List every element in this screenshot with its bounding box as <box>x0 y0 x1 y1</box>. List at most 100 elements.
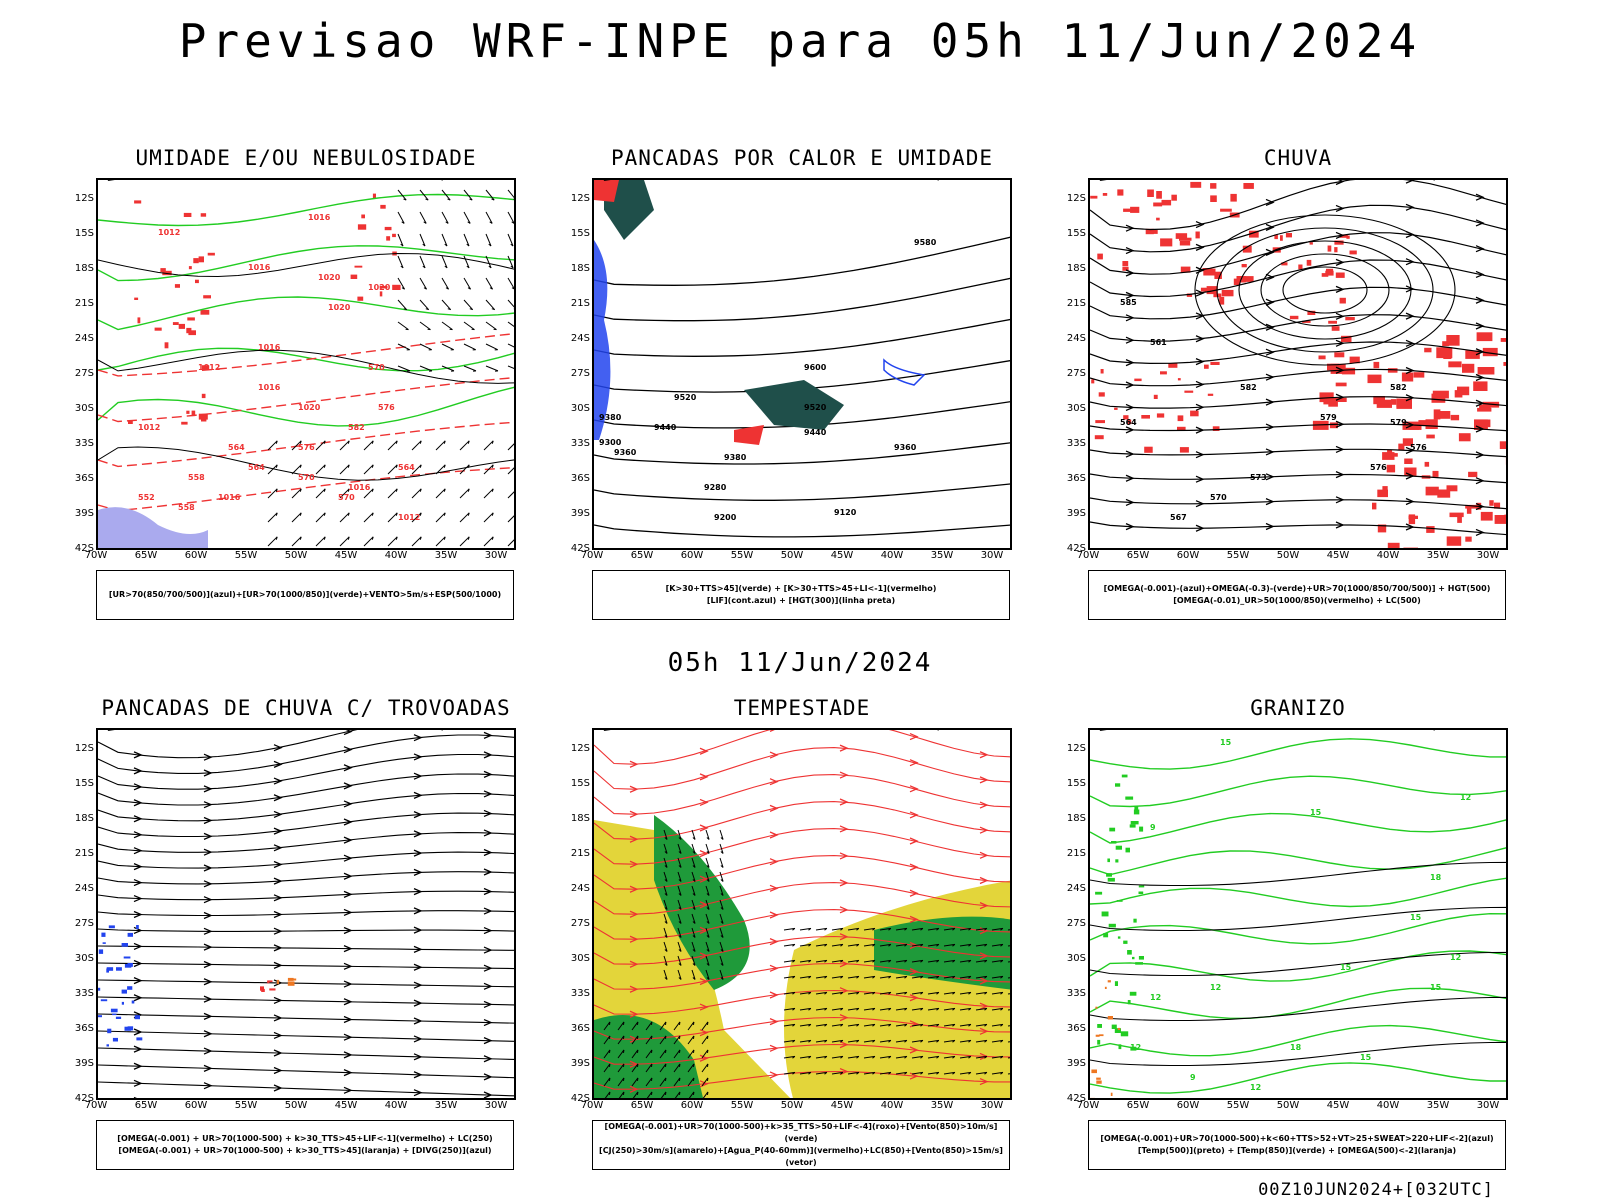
flow-arrow <box>909 994 919 1002</box>
panel-1-title: UMIDADE E/OU NEBULOSIDADE <box>135 146 477 170</box>
wind-vectors <box>663 829 724 980</box>
wind-vector <box>339 464 350 475</box>
field-patch <box>1220 208 1232 212</box>
field-patch <box>1446 536 1462 546</box>
wind-vector <box>507 515 514 523</box>
wind-vector <box>895 1071 907 1075</box>
flow-arrow <box>1125 314 1135 322</box>
wind-vector <box>895 927 907 931</box>
field-patch <box>1130 1046 1137 1051</box>
wind-vector <box>831 1055 843 1059</box>
wind-vector <box>687 1049 695 1059</box>
flow-arrow <box>203 1030 213 1038</box>
flow-arrow <box>1265 298 1275 306</box>
wind-vector-head <box>968 1007 972 1011</box>
red-thunder <box>260 980 276 992</box>
wind-vector-head <box>706 921 710 924</box>
field-patch <box>1448 361 1462 368</box>
wind-vector-head <box>936 1039 940 1043</box>
wind-vector-head <box>968 991 972 995</box>
wind-vector <box>719 857 724 868</box>
flow-arrow <box>133 751 143 759</box>
contour-line <box>98 245 514 282</box>
field-patch <box>267 980 273 983</box>
flow-arrow <box>413 734 423 742</box>
wind-vector <box>603 1063 611 1073</box>
wind-vector <box>397 277 406 290</box>
lat-tick-label: 21S <box>1066 848 1086 859</box>
flow-arrow <box>273 1084 283 1092</box>
flow-arrow <box>1475 502 1485 511</box>
field-patch <box>193 258 199 264</box>
flow-arrow <box>1125 224 1135 232</box>
field-patch <box>1107 1016 1113 1020</box>
wind-vector <box>863 975 875 979</box>
contour-label: 576 <box>298 443 315 452</box>
field-patch <box>1341 367 1356 375</box>
field-patch <box>1175 233 1188 239</box>
flow-arrow <box>273 1049 283 1057</box>
wind-vector <box>673 1035 681 1045</box>
field-patch <box>1122 261 1129 267</box>
field-patch <box>1097 1039 1101 1045</box>
wind-vector <box>441 321 453 331</box>
flow-arrow <box>1335 312 1345 320</box>
field-patch <box>1109 827 1116 832</box>
wind-vector-head <box>920 1071 924 1075</box>
flow-arrow <box>699 747 709 755</box>
field-patch <box>289 978 297 981</box>
flow-arrow <box>1265 198 1275 207</box>
wind-vector-head <box>467 488 470 492</box>
flow-arrow <box>483 829 493 837</box>
flow-arrow <box>1125 291 1135 299</box>
flow-arrow <box>343 1033 353 1041</box>
wind-vector-head <box>808 991 812 995</box>
lon-tick-label: 55W <box>234 1100 258 1111</box>
contour-label: 18 <box>1430 873 1442 882</box>
wind-vector <box>645 1035 653 1045</box>
wind-vectors <box>783 927 1010 1075</box>
field-patch <box>1104 986 1107 989</box>
contour-label: 1016 <box>258 343 281 352</box>
field-patch <box>1377 489 1388 498</box>
flow-arrow <box>1125 336 1135 344</box>
wind-vector <box>799 1071 811 1075</box>
wind-vector <box>687 1021 695 1031</box>
wind-vector <box>831 1023 843 1027</box>
flow-arrow <box>1475 477 1485 485</box>
field-patch <box>1431 393 1446 403</box>
wind-vector-head <box>371 464 374 468</box>
wind-vector <box>879 1055 891 1059</box>
contour-label: 1020 <box>368 283 391 292</box>
contour-label: 564 <box>398 463 415 472</box>
field-patch <box>1424 347 1432 353</box>
lat-tick-label: 42S <box>1066 1093 1086 1104</box>
field-patch <box>1462 363 1475 373</box>
flow-arrow <box>483 946 493 954</box>
flow-arrow <box>909 785 919 793</box>
wind-vector-head <box>824 975 828 979</box>
flow-arrow <box>1335 366 1345 374</box>
flow-arrow <box>1125 498 1135 507</box>
contour-label: 1016 <box>348 483 371 492</box>
field-patch <box>1179 237 1192 241</box>
contour-label: 9440 <box>804 428 827 437</box>
wind-vector-head <box>347 464 350 468</box>
wind-vector-head <box>920 991 924 995</box>
field-patch <box>1118 1044 1122 1050</box>
panel-1-legend: [UR>70(850/700/500)](azul)+[UR>70(1000/8… <box>96 570 514 620</box>
wind-vector <box>895 975 907 979</box>
flow-arrow <box>1405 497 1415 506</box>
wind-vector <box>507 255 514 269</box>
wind-vector <box>831 1007 843 1011</box>
wind-vector-head <box>371 440 374 444</box>
wind-vector-head <box>323 464 326 468</box>
wind-vector <box>783 1039 795 1043</box>
flow-arrow <box>699 875 709 883</box>
field-patch <box>181 421 188 425</box>
contour-line <box>1090 987 1506 1019</box>
flow-arrow <box>343 945 353 953</box>
wind-vector <box>673 1077 681 1087</box>
wind-vector <box>387 464 398 475</box>
wind-vector <box>847 1007 859 1011</box>
